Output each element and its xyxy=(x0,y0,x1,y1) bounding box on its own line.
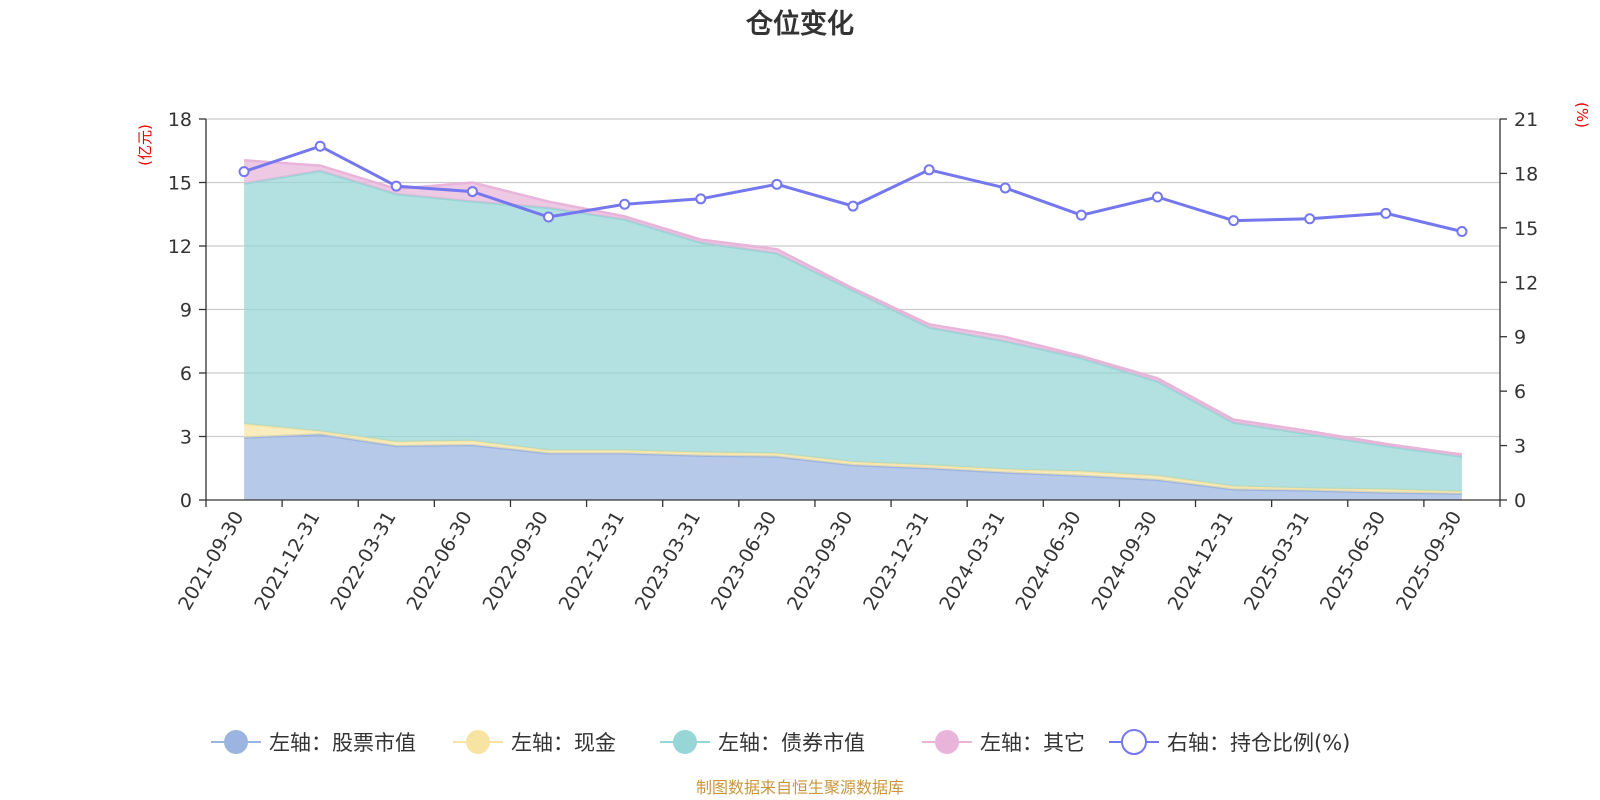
ratio-point[interactable] xyxy=(923,164,935,176)
legend-item[interactable]: 左轴：股票市值 xyxy=(211,730,416,755)
right-axis-unit: (%) xyxy=(1573,102,1591,128)
x-tick-label: 2022-06-30 xyxy=(402,507,476,614)
ratio-line xyxy=(238,140,1468,237)
legend-label: 左轴：股票市值 xyxy=(269,731,416,755)
x-tick-label: 2021-12-31 xyxy=(250,508,324,615)
ratio-point[interactable] xyxy=(1304,213,1316,225)
ratio-point[interactable] xyxy=(1151,191,1163,203)
right-tick-label: 3 xyxy=(1514,436,1526,458)
right-tick-label: 6 xyxy=(1514,381,1526,403)
x-tick-label: 2023-06-30 xyxy=(707,508,781,615)
x-tick-label: 2023-09-30 xyxy=(783,508,857,615)
stacked-areas xyxy=(243,159,1463,500)
ratio-point[interactable] xyxy=(466,186,478,198)
x-tick-label: 2025-09-30 xyxy=(1392,508,1466,615)
chart-title: 仓位变化 xyxy=(745,8,854,40)
legend-marker xyxy=(1121,729,1147,755)
x-tick-label: 2025-03-31 xyxy=(1240,508,1314,615)
right-tick-label: 18 xyxy=(1514,163,1538,185)
x-tick-label: 2023-12-31 xyxy=(859,508,933,615)
x-tick-label: 2024-06-30 xyxy=(1011,508,1085,615)
legend-marker xyxy=(673,730,697,754)
data-source-note: 制图数据来自恒生聚源数据库 xyxy=(696,778,904,797)
right-tick-label: 9 xyxy=(1514,327,1526,349)
legend[interactable]: 左轴：股票市值 左轴：现金 左轴：债券市值 左轴：其它 右轴：持仓比例(%) xyxy=(211,729,1350,755)
right-tick-label: 12 xyxy=(1514,272,1538,294)
ratio-point[interactable] xyxy=(847,200,859,212)
ratio-point[interactable] xyxy=(999,182,1011,194)
ratio-point[interactable] xyxy=(238,166,250,178)
ratio-point[interactable] xyxy=(1456,225,1468,237)
x-axis-ticks: 2021-09-30 2021-12-31 2022-03-31 2022-06-30… xyxy=(174,500,1501,615)
area-series-2 xyxy=(244,170,1462,492)
x-tick-label: 2021-09-30 xyxy=(174,508,248,615)
legend-item[interactable]: 右轴：持仓比例(%) xyxy=(1109,729,1350,755)
legend-item[interactable]: 左轴：债券市值 xyxy=(660,730,865,755)
ratio-point[interactable] xyxy=(390,180,402,192)
legend-label: 左轴：其它 xyxy=(980,731,1085,755)
area-series-0 xyxy=(244,434,1462,500)
left-tick-label: 3 xyxy=(180,427,192,449)
x-tick-label: 2024-09-30 xyxy=(1088,508,1162,615)
x-tick-label: 2024-03-31 xyxy=(935,508,1009,615)
area-edge-series-3 xyxy=(244,159,1463,456)
left-tick-label: 18 xyxy=(168,109,192,131)
right-tick-label: 21 xyxy=(1514,109,1538,131)
left-tick-label: 12 xyxy=(168,236,192,258)
left-tick-label: 6 xyxy=(180,363,192,385)
left-tick-label: 0 xyxy=(180,490,192,512)
left-axis-ticks: 0 3 6 9 12 15 18 xyxy=(168,109,206,512)
ratio-point[interactable] xyxy=(771,178,783,190)
ratio-point[interactable] xyxy=(695,193,707,205)
legend-marker xyxy=(466,730,490,754)
x-tick-label: 2022-12-31 xyxy=(555,508,629,615)
x-tick-label: 2022-09-30 xyxy=(479,508,553,615)
right-axis-ticks: 0 3 6 9 12 15 18 21 xyxy=(1500,109,1538,512)
ratio-point[interactable] xyxy=(1228,215,1240,227)
ratio-point[interactable] xyxy=(543,211,555,223)
left-tick-label: 15 xyxy=(168,173,192,195)
left-tick-label: 9 xyxy=(180,300,192,322)
legend-label: 左轴：现金 xyxy=(511,731,616,755)
ratio-point[interactable] xyxy=(314,140,326,152)
legend-marker xyxy=(224,730,248,754)
x-tick-label: 2023-03-31 xyxy=(631,508,705,615)
ratio-point[interactable] xyxy=(1380,207,1392,219)
legend-item[interactable]: 左轴：其它 xyxy=(922,730,1085,755)
ratio-point[interactable] xyxy=(1075,209,1087,221)
legend-label: 左轴：债券市值 xyxy=(718,731,865,755)
right-tick-label: 0 xyxy=(1514,490,1526,512)
legend-marker xyxy=(935,730,959,754)
legend-item[interactable]: 左轴：现金 xyxy=(453,730,616,755)
ratio-point[interactable] xyxy=(619,198,631,210)
legend-label: 右轴：持仓比例(%) xyxy=(1167,731,1350,755)
left-axis-unit: (亿元) xyxy=(136,124,154,166)
right-tick-label: 15 xyxy=(1514,218,1538,240)
x-tick-label: 2025-06-30 xyxy=(1316,508,1390,615)
x-tick-label: 2024-12-31 xyxy=(1164,508,1238,615)
x-tick-label: 2022-03-31 xyxy=(326,508,400,615)
